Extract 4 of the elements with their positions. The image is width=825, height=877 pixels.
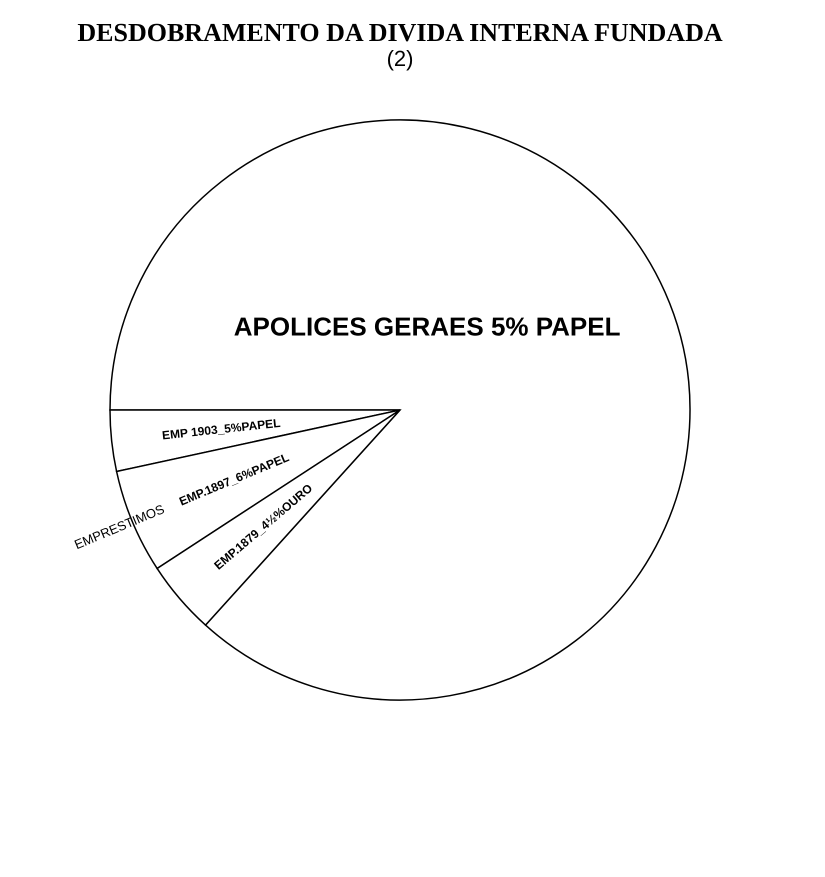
slice-label: APOLICES GERAES 5% PAPEL (234, 311, 621, 342)
chart-title: DESDOBRAMENTO DA DIVIDA INTERNA FUNDADA (77, 18, 723, 47)
slice-label: EMP 1903_5%PAPEL (161, 416, 282, 442)
chart-subtitle: (2) (386, 46, 414, 71)
